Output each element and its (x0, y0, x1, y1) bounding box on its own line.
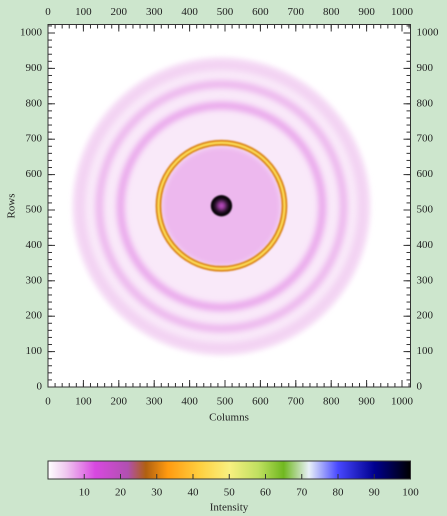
y-tick-label-right: 0 (417, 381, 423, 393)
colorbar-tick-label: 90 (369, 487, 381, 499)
feature-ring (95, 80, 348, 333)
colorbar-tick-label: 80 (333, 487, 345, 499)
y-tick-label: 100 (26, 345, 43, 357)
y-tick-label: 300 (26, 274, 43, 286)
colorbar-tick-label: 70 (296, 487, 308, 499)
colorbar-tick-label: 60 (260, 487, 272, 499)
feature-ring (74, 59, 369, 354)
x-tick-label-top: 100 (75, 6, 92, 18)
x-tick-label-top: 800 (323, 6, 340, 18)
x-tick-label: 800 (323, 396, 340, 408)
y-tick-label-right: 800 (417, 97, 434, 109)
y-tick-label: 800 (26, 97, 43, 109)
x-tick-label: 600 (252, 396, 269, 408)
y-tick-label-right: 700 (417, 133, 434, 145)
x-tick-label: 1000 (391, 396, 414, 408)
colorbar-tick-label: 100 (402, 487, 419, 499)
x-tick-label-top: 1000 (391, 6, 414, 18)
x-tick-label-top: 500 (217, 6, 234, 18)
x-tick-label: 900 (358, 396, 375, 408)
image (72, 57, 371, 356)
y-tick-label-right: 300 (417, 274, 434, 286)
y-tick-label: 0 (37, 381, 43, 393)
x-tick-label-top: 0 (45, 6, 51, 18)
y-tick-label: 600 (26, 168, 43, 180)
y-tick-label: 700 (26, 133, 43, 145)
x-tick-label: 200 (111, 396, 128, 408)
x-tick-label-top: 300 (146, 6, 163, 18)
y-tick-label: 200 (26, 310, 43, 322)
x-tick-label: 300 (146, 396, 163, 408)
x-tick-label: 700 (288, 396, 305, 408)
x-tick-label-top: 700 (288, 6, 305, 18)
x-tick-label: 500 (217, 396, 234, 408)
y-axis-label: Rows (6, 193, 18, 218)
y-tick-label: 400 (26, 239, 43, 251)
colorbar-tick-label: 30 (151, 487, 163, 499)
y-tick-label-right: 100 (417, 345, 434, 357)
colorbar-tick-label: 20 (115, 487, 127, 499)
x-axis-label: Columns (209, 412, 249, 424)
x-tick-label-top: 400 (181, 6, 198, 18)
x-tick-label-top: 600 (252, 6, 269, 18)
x-tick-label-top: 200 (111, 6, 128, 18)
y-tick-label: 1000 (20, 27, 43, 39)
y-tick-label-right: 1000 (417, 27, 440, 39)
y-tick-label: 900 (26, 62, 43, 74)
plot-frame (47, 24, 411, 388)
x-tick-label-top: 900 (358, 6, 375, 18)
y-tick-label-right: 400 (417, 239, 434, 251)
colorbar-tick-label: 10 (79, 487, 91, 499)
y-tick-label: 500 (26, 204, 43, 216)
x-tick-label: 400 (181, 396, 198, 408)
y-tick-label-right: 600 (417, 168, 434, 180)
y-tick-label-right: 500 (417, 204, 434, 216)
colorbar-tick-label: 40 (188, 487, 200, 499)
feature-ring (116, 101, 327, 312)
y-tick-label-right: 900 (417, 62, 434, 74)
feature-ring (157, 141, 286, 271)
colorbar-label: Intensity (210, 502, 249, 514)
y-tick-label-right: 200 (417, 310, 434, 322)
feature-disk (216, 200, 227, 211)
x-tick-label: 100 (75, 396, 92, 408)
colorbar-tick-label: 50 (224, 487, 236, 499)
x-tick-label: 0 (45, 396, 51, 408)
